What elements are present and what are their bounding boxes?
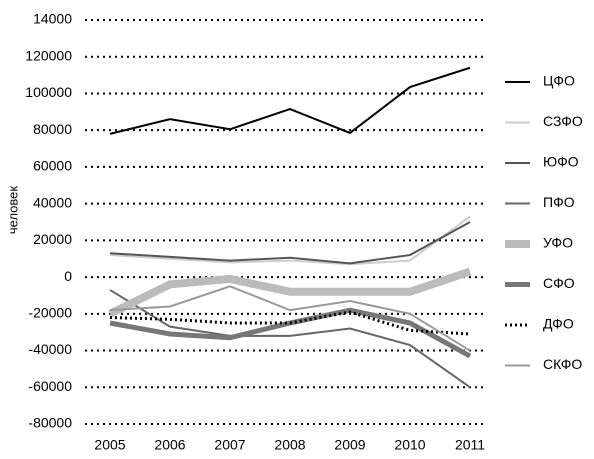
x-tick-label: 2008 bbox=[274, 437, 305, 453]
y-tick-label: 80000 bbox=[33, 121, 72, 137]
legend-label: СЗФО bbox=[543, 113, 583, 129]
x-tick-label: 2010 bbox=[394, 437, 425, 453]
y-tick-label: 60000 bbox=[33, 158, 72, 174]
y-axis-label: человек bbox=[5, 186, 20, 235]
x-tick-label: 2007 bbox=[214, 437, 245, 453]
y-tick-label: 14000 bbox=[33, 11, 72, 27]
x-tick-label: 2005 bbox=[94, 437, 125, 453]
legend-label: СКФО bbox=[543, 356, 582, 372]
y-tick-label: 120000 bbox=[25, 47, 72, 63]
legend-label: ЮФО bbox=[543, 154, 579, 170]
y-tick-label: 20000 bbox=[33, 231, 72, 247]
y-tick-label: 40000 bbox=[33, 194, 72, 210]
legend-label: УФО bbox=[543, 235, 573, 251]
series-line bbox=[108, 267, 472, 318]
y-tick-label: -20000 bbox=[28, 305, 72, 321]
y-tick-label: 100000 bbox=[25, 84, 72, 100]
y-tick-label: 0 bbox=[64, 268, 72, 284]
legend-label: СФО bbox=[543, 275, 575, 291]
series-line bbox=[109, 285, 471, 352]
x-tick-label: 2011 bbox=[455, 437, 485, 453]
series-line bbox=[109, 215, 471, 266]
series-line bbox=[109, 66, 471, 135]
y-tick-label: -40000 bbox=[28, 341, 72, 357]
legend-label: ПФО bbox=[543, 194, 575, 210]
series-line bbox=[109, 310, 471, 336]
legend-label: ДФО bbox=[543, 316, 574, 332]
series-line bbox=[109, 221, 471, 265]
y-tick-label: -60000 bbox=[28, 378, 72, 394]
y-tick-label: -80000 bbox=[28, 415, 72, 431]
x-tick-label: 2006 bbox=[154, 437, 185, 453]
x-tick-label: 2009 bbox=[334, 437, 365, 453]
series-line bbox=[109, 289, 471, 389]
legend-label: ЦФО bbox=[543, 73, 575, 89]
